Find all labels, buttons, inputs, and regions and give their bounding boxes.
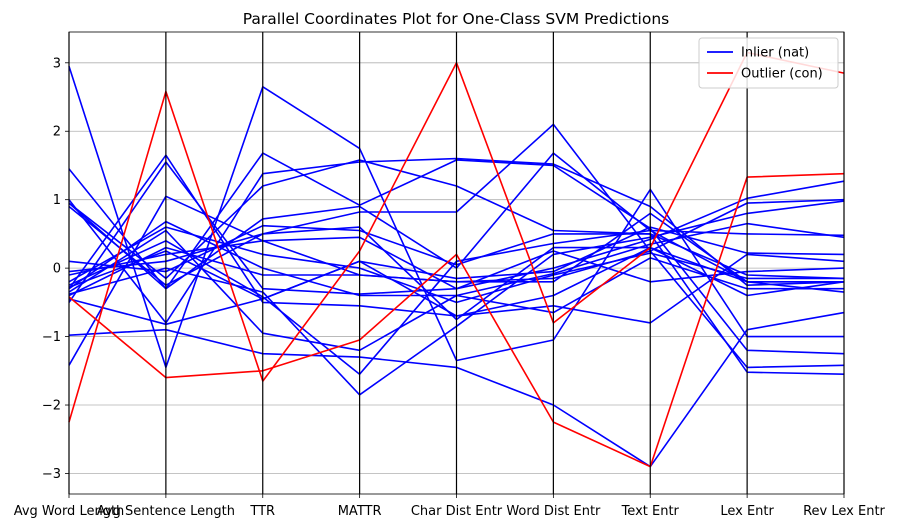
- y-tick-label: 2: [53, 125, 61, 140]
- axis-label: Word Dist Entr: [506, 504, 601, 519]
- axis-label: Lex Entr: [720, 504, 774, 519]
- y-tick-label: −2: [42, 399, 61, 414]
- legend-box: [698, 37, 839, 89]
- plot-frame: [68, 31, 845, 495]
- chart-title: Parallel Coordinates Plot for One-Class …: [243, 10, 669, 28]
- y-tick-label: 1: [53, 193, 61, 208]
- legend: Inlier (nat) Outlier (con): [698, 37, 839, 89]
- y-tick-label: 0: [53, 262, 61, 277]
- y-tick-label: −3: [42, 467, 61, 482]
- axis-label: Text Entr: [621, 504, 680, 519]
- axis-label: Rev Lex Entr: [803, 504, 885, 519]
- axis-label: Avg Word Length: [14, 504, 125, 519]
- axis-label: TTR: [249, 504, 275, 519]
- axis-label: Avg Sentence Length: [97, 504, 235, 519]
- y-tick-label: −1: [42, 330, 61, 345]
- y-tick-label: 3: [53, 56, 61, 71]
- legend-label: Outlier (con): [741, 67, 823, 82]
- axis-label: Char Dist Entr: [411, 504, 503, 519]
- axis-label: MATTR: [338, 504, 382, 519]
- legend-label: Inlier (nat): [741, 46, 809, 61]
